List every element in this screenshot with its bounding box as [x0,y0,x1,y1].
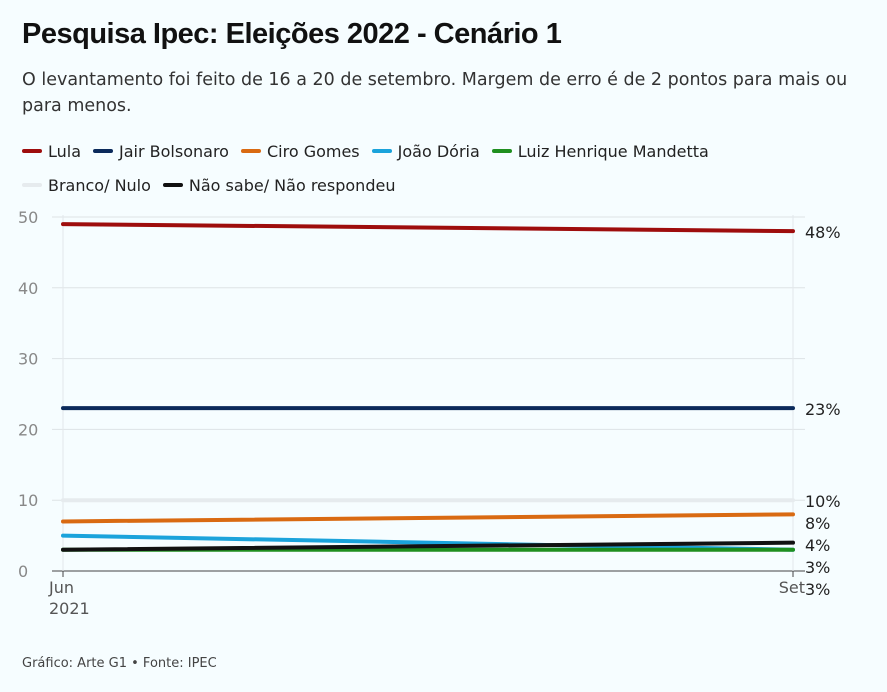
legend-label-bolsonaro: Jair Bolsonaro [119,141,229,161]
series-line-ciro-gomes [61,512,795,524]
legend-label-nao-sabe: Não sabe/ Não respondeu [188,175,396,195]
legend-row-1: Lula Jair Bolsonaro Ciro Gomes João Dóri… [22,134,872,168]
end-label-branco-nulo: 10% [805,492,841,511]
legend-label-mandetta: Luiz Henrique Mandetta [517,141,709,161]
legend-label-ciro: Ciro Gomes [266,141,360,161]
end-label-jair-bolsonaro: 23% [805,400,841,419]
legend: Lula Jair Bolsonaro Ciro Gomes João Dóri… [22,134,872,202]
end-label-lula: 48% [805,223,841,242]
end-label-jo-o-d-ria: 3% [805,558,830,577]
legend-item-doria[interactable]: João Dória [371,141,480,161]
line-chart: 0 10 20 30 40 50 Jun 2021 Set 48% 23% 10% 8% 4% 3% 3% [18,208,841,618]
chart-subtitle: O levantamento foi feito de 16 a 20 de s… [22,70,848,116]
end-label-ciro-gomes: 8% [805,514,830,533]
legend-label-branco-nulo: Branco/ Nulo [48,175,151,195]
source-footer: Gráfico: Arte G1 • Fonte: IPEC [22,656,217,671]
legend-swatch-branco-nulo [22,183,42,187]
legend-swatch-doria [371,149,392,153]
end-label-n-o-sabe-n-o-respondeu: 4% [805,536,830,555]
legend-label-lula: Lula [48,141,82,161]
x-tick-label-0-1: 2021 [49,599,90,618]
series-line-n-o-sabe-n-o-respondeu [61,540,795,552]
legend-item-bolsonaro[interactable]: Jair Bolsonaro [93,142,229,161]
y-tick-label-40: 40 [18,279,38,298]
x-tick-label-1-0: Set [779,578,805,597]
legend-swatch-mandetta [491,149,512,153]
legend-swatch-lula [22,149,42,153]
legend-item-nao-sabe[interactable]: Não sabe/ Não respondeu [162,175,396,195]
y-tick-label-10: 10 [18,491,38,510]
end-label-luiz-henrique-mandetta: 3% [805,580,830,599]
series-line-lula [61,222,795,234]
legend-row-2: Branco/ Nulo Não sabe/ Não respondeu [22,168,872,202]
y-tick-label-20: 20 [18,420,38,439]
x-tick-label-0-0: Jun [48,578,74,597]
legend-swatch-nao-sabe [162,183,183,187]
legend-label-doria: João Dória [397,141,480,161]
legend-item-lula[interactable]: Lula [22,142,81,161]
legend-item-branco-nulo[interactable]: Branco/ Nulo [22,176,151,195]
legend-item-ciro[interactable]: Ciro Gomes [240,141,360,161]
legend-swatch-bolsonaro [93,149,114,153]
y-tick-label-30: 30 [18,350,38,369]
series-line-jo-o-d-ria [61,533,795,552]
legend-swatch-ciro [240,149,261,153]
legend-item-mandetta[interactable]: Luiz Henrique Mandetta [491,141,709,161]
y-tick-label-0: 0 [18,562,28,581]
chart-title: Pesquisa Ipec: Eleições 2022 - Cenário 1 [22,18,562,50]
y-tick-label-50: 50 [18,208,38,227]
